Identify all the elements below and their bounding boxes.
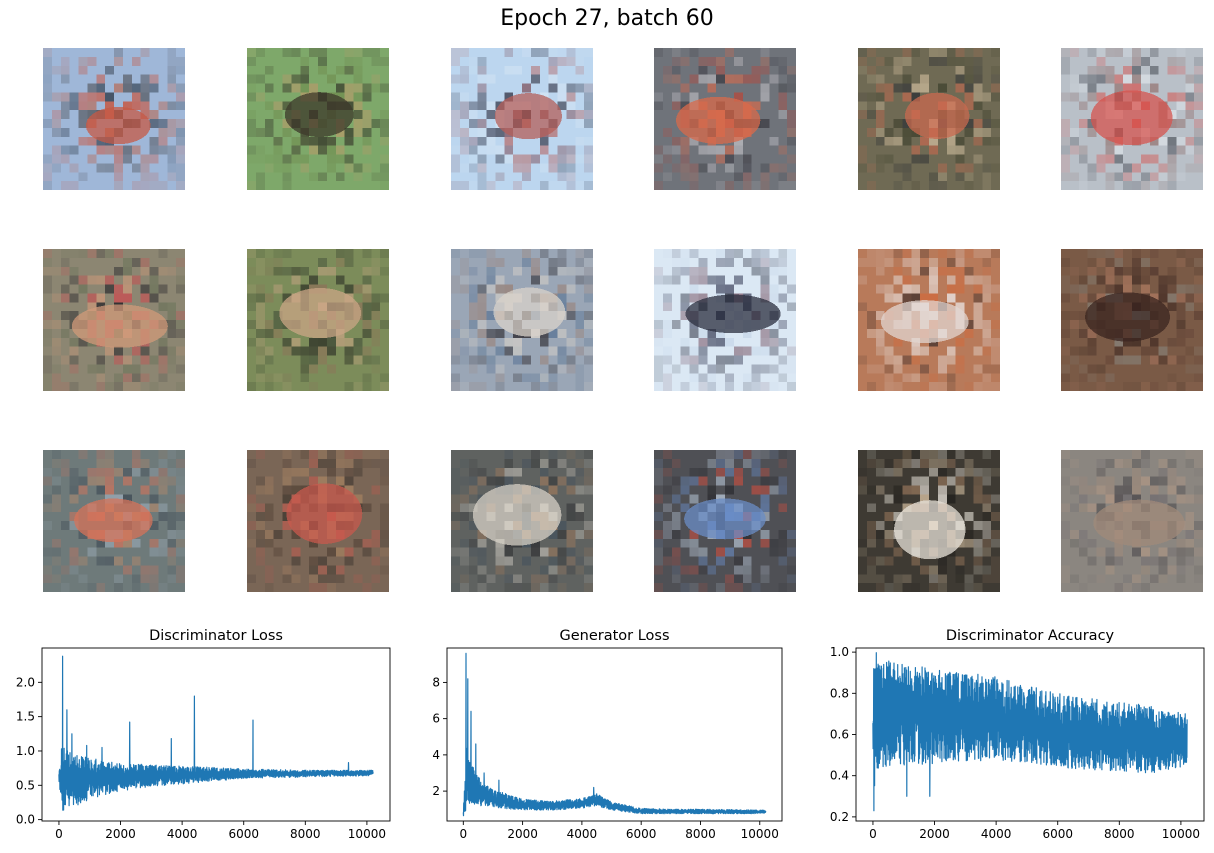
sample-r1c4: [654, 48, 796, 190]
sample-r2c5: [858, 249, 1000, 391]
discriminator-accuracy-xtick-label: 6000: [1042, 827, 1073, 841]
discriminator-loss-panel: Discriminator Loss 0 2000 4000 6000 8000 10000…: [16, 628, 391, 841]
discriminator-loss-ytick-label: 0.0: [16, 813, 35, 827]
discriminator-loss-xtick-label: 0: [55, 827, 63, 841]
sample-r2c3: [451, 249, 593, 391]
sample-r3c6: [1061, 450, 1203, 592]
discriminator-accuracy-title: Discriminator Accuracy: [946, 628, 1115, 644]
discriminator-accuracy-xtick-label: 8000: [1104, 827, 1135, 841]
discriminator-loss-xtick-label: 4000: [167, 827, 198, 841]
sample-r1c1: [43, 48, 185, 190]
discriminator-loss-ytick-label: 0.5: [16, 778, 35, 792]
discriminator-accuracy-xtick-label: 4000: [981, 827, 1012, 841]
discriminator-accuracy-series-line: [872, 652, 1188, 812]
generator-loss-ytick-label: 2: [432, 784, 440, 798]
discriminator-accuracy-ytick-label: 0.2: [830, 810, 849, 824]
discriminator-loss-ytick-label: 1.5: [16, 710, 35, 724]
generator-loss-ytick-label: 4: [432, 748, 440, 762]
discriminator-accuracy-ytick-label: 0.8: [830, 686, 849, 700]
generator-loss-series-line: [462, 652, 767, 817]
sample-r2c4: [654, 249, 796, 391]
sample-r3c5: [858, 450, 1000, 592]
sample-r2c2: [247, 249, 389, 391]
generator-loss-xtick-label: 4000: [567, 827, 598, 841]
sample-r1c5: [858, 48, 1000, 190]
discriminator-accuracy-xtick-label: 10000: [1162, 827, 1200, 841]
generator-loss-xtick-label: 6000: [626, 827, 657, 841]
discriminator-accuracy-ytick-label: 0.4: [830, 769, 849, 783]
sample-r3c1: [43, 450, 185, 592]
generator-loss-ytick-label: 8: [432, 675, 440, 689]
generator-loss-xtick-label: 0: [459, 827, 467, 841]
sample-r1c6: [1061, 48, 1203, 190]
discriminator-loss-xtick-label: 2000: [105, 827, 136, 841]
discriminator-loss-ytick-label: 1.0: [16, 744, 35, 758]
figure-title: Epoch 27, batch 60: [500, 6, 714, 31]
discriminator-loss-series-line: [58, 655, 374, 811]
sample-r2c1: [43, 249, 185, 391]
generator-loss-xtick-label: 8000: [685, 827, 716, 841]
generator-loss-title: Generator Loss: [559, 628, 669, 644]
discriminator-accuracy-xtick-label: 0: [869, 827, 877, 841]
sample-r1c2: [247, 48, 389, 190]
discriminator-accuracy-ytick-label: 0.6: [830, 728, 849, 742]
discriminator-accuracy-panel: Discriminator Accuracy 0 2000 4000 6000 8000 1…: [830, 628, 1205, 841]
discriminator-loss-axes-frame: [41, 647, 391, 822]
sample-r3c2: [247, 450, 389, 592]
sample-r3c4: [654, 450, 796, 592]
discriminator-loss-chart: Discriminator Loss 0 2000 4000 6000 8000 10000…: [16, 628, 1205, 841]
generator-loss-panel: Generator Loss 0 2000 4000 6000 8000 10000 2 4 6 8: [432, 628, 783, 841]
discriminator-loss-xtick-label: 10000: [348, 827, 386, 841]
discriminator-loss-xtick-label: 6000: [228, 827, 259, 841]
generator-loss-xtick-label: 2000: [507, 827, 538, 841]
sample-r1c3: [451, 48, 593, 190]
generator-loss-xtick-label: 10000: [741, 827, 779, 841]
sample-r2c6: [1061, 249, 1203, 391]
discriminator-loss-ytick-label: 2.0: [16, 675, 35, 689]
discriminator-accuracy-ytick-label: 1.0: [830, 645, 849, 659]
discriminator-loss-title: Discriminator Loss: [149, 628, 283, 644]
sample-r3c3: [451, 450, 593, 592]
generator-loss-ytick-label: 6: [432, 712, 440, 726]
sample-image-grid: [43, 48, 1203, 592]
discriminator-accuracy-xtick-label: 2000: [919, 827, 950, 841]
training-metrics: Discriminator Loss 0 2000 4000 6000 8000 10000…: [0, 600, 1214, 853]
discriminator-loss-xtick-label: 8000: [290, 827, 321, 841]
generator-loss-axes-frame: [446, 647, 783, 822]
